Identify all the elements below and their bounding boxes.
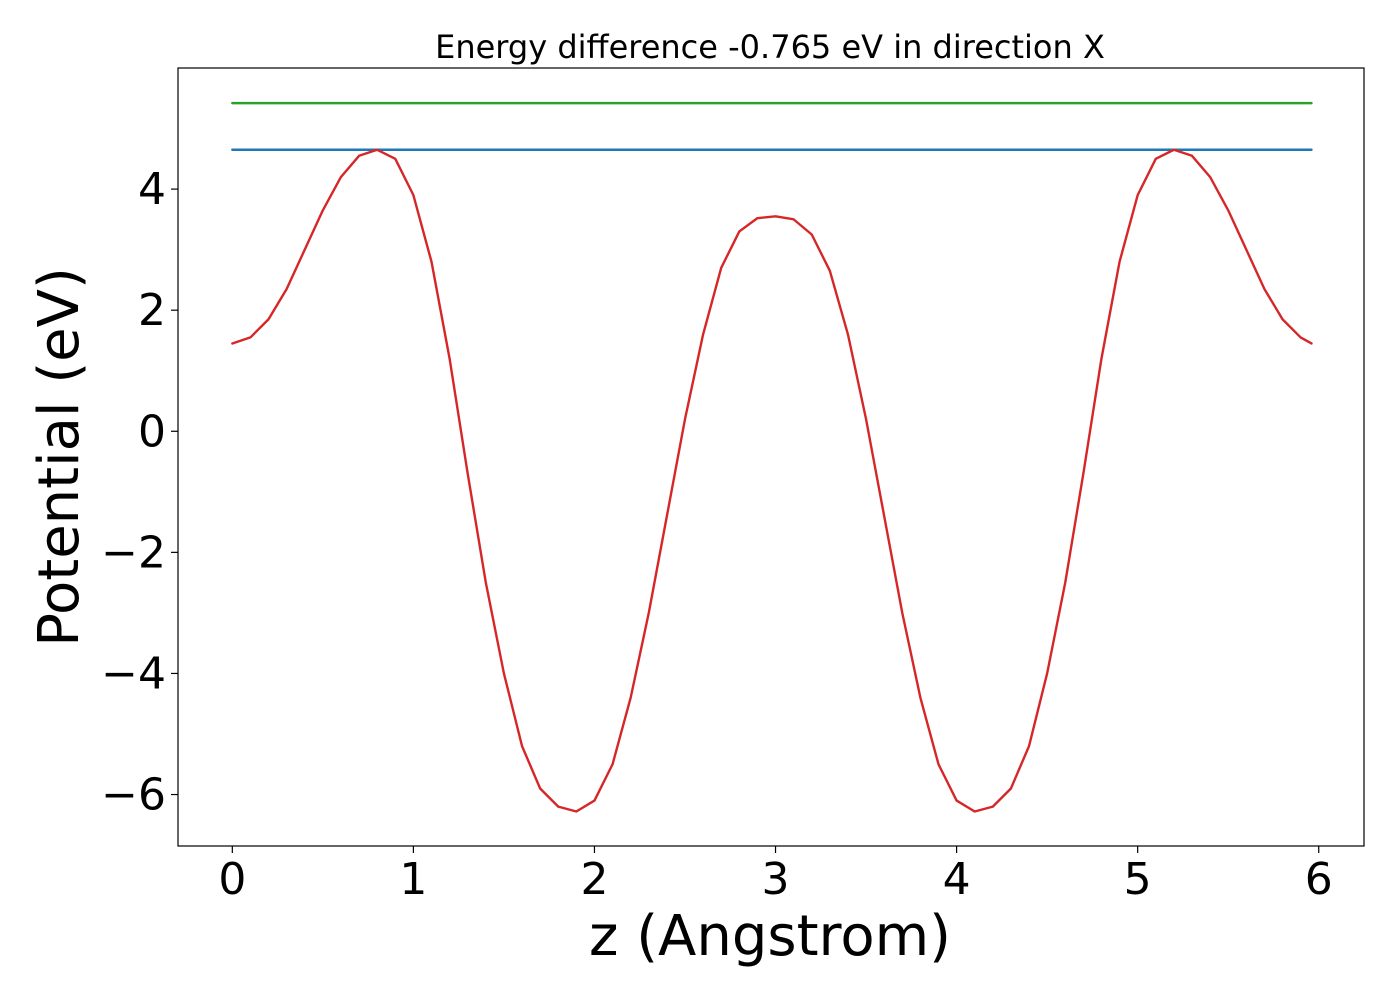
- x-tick-label: 5: [1124, 854, 1152, 905]
- x-tick-label: 1: [399, 854, 427, 905]
- x-tick-label: 4: [943, 854, 971, 905]
- y-tick-label: 2: [138, 285, 166, 336]
- y-axis-label: Potential (eV): [27, 267, 92, 647]
- y-tick-label: 4: [138, 164, 166, 215]
- series-line-2: [231, 148, 1313, 813]
- x-tick-label: 3: [762, 854, 790, 905]
- x-tick-label: 0: [218, 854, 246, 905]
- series-layer: [231, 101, 1313, 813]
- y-axis-ticks: −6 −4 −2 0 2 4: [101, 164, 178, 821]
- y-tick-label: −2: [101, 527, 166, 578]
- y-tick-label: 0: [138, 406, 166, 457]
- plot-area: [177, 67, 1365, 847]
- axis-frame: [177, 67, 1365, 847]
- y-tick-label: −4: [101, 648, 166, 699]
- x-tick-label: 2: [580, 854, 608, 905]
- x-axis-label: z (Angstrom): [589, 904, 951, 969]
- y-tick-label: −6: [101, 770, 166, 821]
- x-tick-label: 6: [1305, 854, 1333, 905]
- x-axis-ticks: 0 1 2 3 4 5 6: [218, 846, 1333, 905]
- chart-title: Energy difference -0.765 eV in direction…: [435, 28, 1105, 66]
